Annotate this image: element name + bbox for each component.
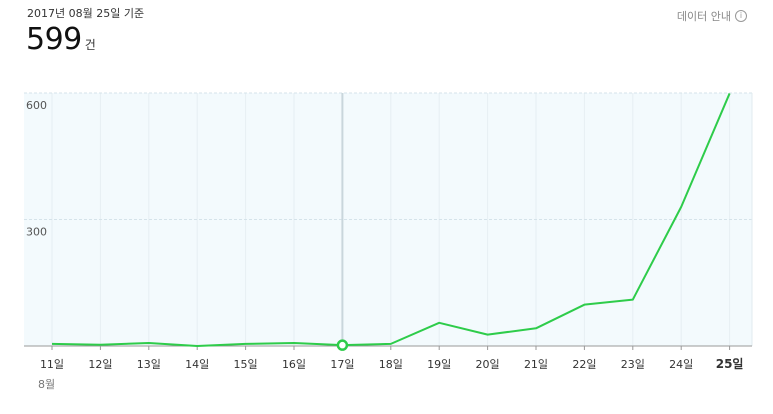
x-tick-label: 15일	[234, 357, 258, 371]
x-tick-label: 25일	[716, 357, 744, 371]
axes	[24, 345, 752, 350]
x-tick-label: 11일	[40, 357, 64, 371]
x-tick-label: 14일	[185, 357, 209, 371]
grid	[24, 92, 753, 346]
x-tick-label: 17일	[330, 357, 354, 371]
month-label: 8월	[38, 378, 55, 391]
x-tick-label: 19일	[427, 357, 451, 371]
x-tick-label: 13일	[137, 357, 161, 371]
info-icon: i	[735, 10, 747, 22]
x-tick-label: 24일	[669, 357, 693, 371]
x-tick-label: 12일	[88, 357, 112, 371]
x-tick-label: 21일	[524, 357, 548, 371]
data-info-link[interactable]: 데이터 안내 i	[677, 8, 747, 24]
series-line	[51, 93, 731, 347]
y-tick-label: 300	[26, 226, 47, 239]
x-tick-label: 22일	[572, 357, 596, 371]
x-tick-label: 20일	[476, 357, 500, 371]
reference-date: 2017년 08월 25일 기준	[27, 7, 145, 20]
data-info-label: 데이터 안내	[676, 10, 731, 23]
highlight-point	[336, 339, 349, 351]
total-unit: 건	[84, 38, 96, 52]
x-tick-label: 16일	[282, 357, 306, 371]
tick-labels: 11일 12일 13일 14일 15일 16일 17일 18일 19일 20일 21일 22일 23일 2…	[26, 99, 743, 391]
x-tick-label: 23일	[621, 357, 645, 371]
total-count: 599 건	[26, 22, 96, 57]
plot-area	[24, 93, 752, 346]
series	[51, 93, 731, 351]
y-tick-label: 600	[26, 99, 47, 112]
total-value: 599	[26, 22, 82, 57]
x-tick-label: 18일	[379, 357, 403, 371]
